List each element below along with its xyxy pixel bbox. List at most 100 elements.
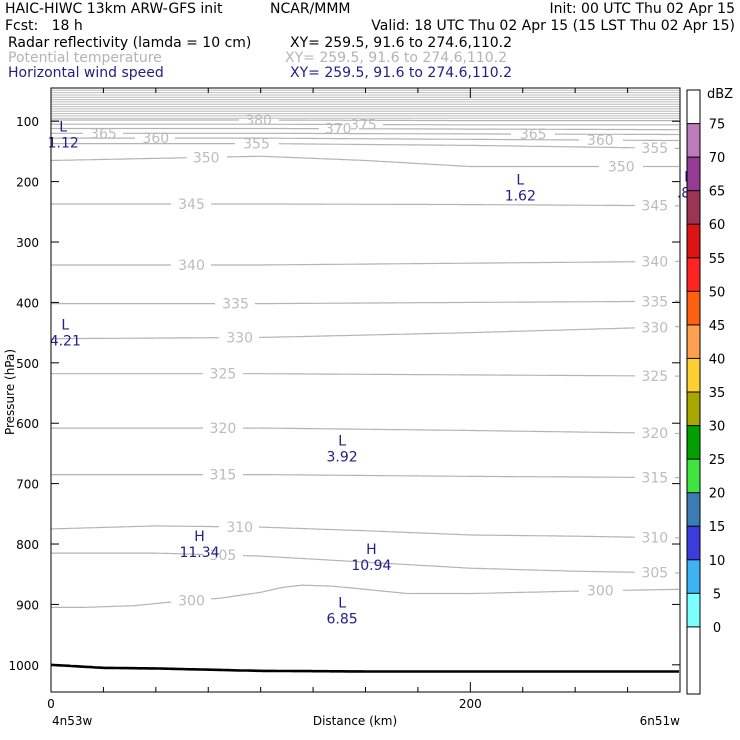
y-tick-label: 300 bbox=[16, 236, 39, 250]
theta-contour-label: 340 bbox=[178, 258, 205, 274]
theta-contour-label: 340 bbox=[641, 255, 668, 271]
theta-contour-325 bbox=[242, 373, 635, 377]
colorbar-label: 55 bbox=[709, 252, 726, 267]
terrain-line bbox=[50, 663, 679, 673]
theta-contour-label: 360 bbox=[142, 131, 169, 147]
colorbar-unit: dBZ bbox=[707, 87, 733, 102]
field-xy-wind: XY= 259.5, 91.6 to 274.6,110.2 bbox=[290, 65, 513, 81]
colorbar-label: 50 bbox=[709, 285, 726, 300]
theta-contour-380 bbox=[279, 119, 679, 122]
x-axis-label: Distance (km) bbox=[313, 714, 397, 728]
colorbar-swatch bbox=[687, 190, 700, 225]
colorbar-swatch bbox=[687, 492, 700, 527]
plot-frame bbox=[50, 87, 681, 693]
colorbar-swatch bbox=[687, 291, 700, 325]
theta-contour-label: 365 bbox=[90, 126, 117, 142]
theta-contour-305 bbox=[51, 552, 204, 555]
y-tick-label: 800 bbox=[16, 538, 39, 552]
x-start-location: 4n53w bbox=[52, 714, 93, 728]
theta-contour-label: 300 bbox=[587, 584, 614, 600]
theta-contour-label: 310 bbox=[641, 531, 668, 547]
theta-contour-label: 345 bbox=[178, 197, 205, 213]
theta-contour-300 bbox=[51, 601, 172, 609]
model-title: HAIC-HIWC 13km ARW-GFS init bbox=[5, 1, 223, 17]
field-name-wind: Horizontal wind speed bbox=[8, 65, 164, 81]
colorbar-label: 40 bbox=[709, 352, 726, 367]
theta-contour-320 bbox=[243, 427, 635, 434]
theta-contour-label: 325 bbox=[641, 369, 668, 385]
colorbar-label: 75 bbox=[709, 118, 726, 133]
theta-contour-label: 300 bbox=[178, 593, 205, 609]
wind-extremum-value: 10.94 bbox=[351, 558, 391, 574]
theta-contour-label: 350 bbox=[608, 160, 635, 176]
wind-extremum-value: 1.62 bbox=[505, 189, 536, 205]
colorbar-swatch bbox=[687, 157, 700, 191]
y-tick-label: 400 bbox=[16, 296, 39, 310]
plot-area: 300 300 305 305 310 310 315 315 320 320 325 325 330 3… bbox=[48, 87, 699, 673]
wind-extremum-type: L bbox=[59, 119, 67, 135]
theta-contour-310 bbox=[50, 525, 219, 530]
wind-extremum-value: 6.85 bbox=[327, 611, 358, 627]
colorbar-label: 25 bbox=[709, 453, 726, 468]
colorbar-label: 15 bbox=[709, 520, 726, 535]
colorbar-swatch bbox=[687, 358, 700, 392]
theta-contour-label: 305 bbox=[641, 566, 668, 582]
theta-contour-350 bbox=[50, 157, 188, 162]
x-end-location: 6n51w bbox=[640, 714, 681, 728]
y-tick-label: 900 bbox=[16, 598, 39, 612]
wind-extremum-value: 4.21 bbox=[50, 334, 81, 350]
theta-contour-label: 305 bbox=[210, 548, 237, 564]
wind-extremum-type: L bbox=[516, 173, 524, 189]
wind-extremum-type: L bbox=[61, 318, 69, 334]
theta-contour-365 bbox=[122, 132, 511, 135]
field-name-theta: Potential temperature bbox=[8, 50, 162, 66]
theta-contour-label: 330 bbox=[641, 320, 668, 336]
colorbar-label: 0 bbox=[713, 621, 721, 636]
colorbar-swatch bbox=[687, 224, 700, 258]
theta-contour-label: 355 bbox=[243, 137, 270, 153]
colorbar-swatch bbox=[687, 660, 700, 694]
theta-contour-label: 315 bbox=[641, 470, 668, 486]
theta-contour-300 bbox=[622, 588, 680, 591]
y-tick-label: 100 bbox=[16, 115, 39, 129]
org-label: NCAR/MMM bbox=[270, 1, 351, 17]
y-axis-label: Pressure (hPa) bbox=[3, 349, 17, 435]
colorbar-label: 5 bbox=[713, 587, 721, 602]
theta-contour-label: 320 bbox=[641, 426, 668, 442]
colorbar-swatch bbox=[687, 123, 700, 158]
wind-extremum-value: 11.34 bbox=[179, 545, 219, 561]
y-tick-label: 700 bbox=[16, 478, 39, 492]
wind-extremum-type: H bbox=[366, 542, 377, 558]
theta-contour-335 bbox=[255, 300, 635, 305]
y-tick-label: 200 bbox=[16, 176, 39, 190]
colorbar-swatch bbox=[687, 559, 700, 594]
colorbar-swatch bbox=[687, 324, 700, 359]
colorbar-label: 70 bbox=[709, 151, 726, 166]
theta-contour-305 bbox=[242, 555, 635, 573]
colorbar-label: 20 bbox=[709, 487, 726, 502]
theta-contour-345 bbox=[211, 203, 635, 207]
colorbar-label: 45 bbox=[709, 319, 726, 334]
colorbar-swatch bbox=[687, 257, 700, 292]
theta-contour-label: 345 bbox=[641, 199, 668, 215]
y-tick-label: 1000 bbox=[8, 659, 39, 673]
colorbar-swatch bbox=[687, 526, 700, 560]
colorbar-label: 65 bbox=[709, 185, 726, 200]
theta-contour-340 bbox=[210, 261, 636, 266]
colorbar-swatch bbox=[687, 392, 700, 426]
colorbar-label: 60 bbox=[709, 218, 726, 233]
theta-contour-label: 365 bbox=[520, 127, 547, 143]
wind-extremum-value: 3.92 bbox=[327, 450, 358, 466]
theta-contour-label: 380 bbox=[245, 113, 272, 129]
theta-contour-label: 320 bbox=[210, 421, 237, 437]
theta-contour-label: 335 bbox=[222, 297, 249, 313]
theta-contour-355 bbox=[278, 143, 636, 149]
theta-contour-310 bbox=[258, 526, 636, 538]
theta-contour-300 bbox=[210, 584, 579, 600]
colorbar-label: 35 bbox=[709, 386, 726, 401]
theta-contour-label: 325 bbox=[210, 367, 237, 383]
init-time: Init: 00 UTC Thu 02 Apr 15 bbox=[549, 1, 735, 17]
theta-contour-label: 335 bbox=[641, 294, 668, 310]
wind-extremum-type: H bbox=[194, 529, 205, 545]
